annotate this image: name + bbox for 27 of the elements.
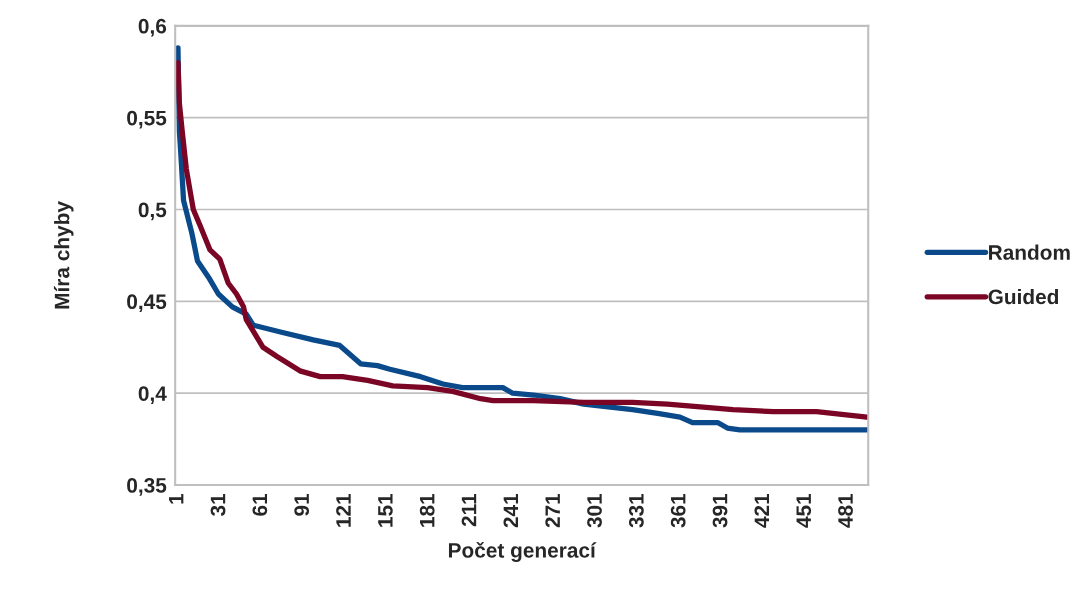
x-tick-label: 181 bbox=[419, 493, 435, 527]
y-axis-title: Míra chyby bbox=[53, 201, 74, 309]
x-tick-label: 151 bbox=[378, 493, 393, 527]
y-tick-label: 0,6 bbox=[138, 18, 167, 37]
y-tick-label: 0,55 bbox=[127, 110, 167, 129]
x-tick-label: 301 bbox=[587, 493, 602, 528]
x-tick-label: 241 bbox=[503, 493, 519, 528]
x-tick-label: 121 bbox=[336, 493, 351, 527]
x-tick-label: 451 bbox=[796, 493, 812, 528]
x-tick-label: 331 bbox=[628, 493, 644, 528]
x-axis-title: Počet generací bbox=[448, 541, 597, 562]
y-tick-label: 0,4 bbox=[138, 386, 167, 404]
x-tick-label: 421 bbox=[754, 493, 770, 528]
x-tick-label: 1 bbox=[169, 493, 184, 504]
legend-label: Guided bbox=[988, 288, 1059, 305]
x-tick-label: 31 bbox=[210, 493, 226, 517]
x-tick-label: 211 bbox=[461, 493, 477, 527]
y-tick-label: 0,5 bbox=[138, 202, 167, 221]
x-tick-label: 91 bbox=[294, 493, 310, 516]
x-tick-label: 271 bbox=[545, 493, 560, 528]
y-tick-label: 0,35 bbox=[127, 478, 167, 496]
x-tick-label: 481 bbox=[838, 493, 853, 528]
x-tick-label: 361 bbox=[670, 493, 686, 528]
legend-label: Random bbox=[989, 244, 1070, 260]
x-tick-label: 391 bbox=[712, 493, 728, 528]
y-tick-label: 0,45 bbox=[127, 294, 167, 313]
x-tick-label: 61 bbox=[252, 493, 268, 516]
